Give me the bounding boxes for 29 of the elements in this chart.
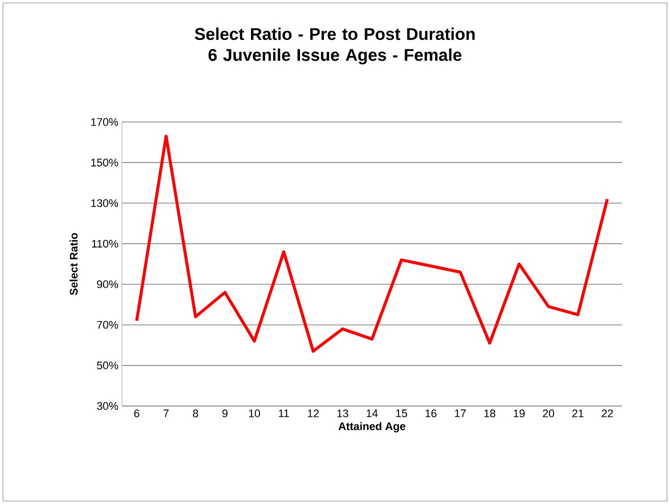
x-tick-label: 17 bbox=[454, 410, 466, 418]
x-tick-label: 13 bbox=[337, 410, 348, 418]
x-tick-label: 15 bbox=[396, 410, 408, 418]
y-tick-label: 110% bbox=[92, 240, 118, 248]
y-axis-title: Select Ratio bbox=[70, 233, 78, 296]
y-tick-label: 130% bbox=[91, 199, 118, 208]
x-tick-label: 21 bbox=[572, 410, 584, 418]
y-tick-label: 150% bbox=[91, 158, 118, 166]
x-tick-label: 12 bbox=[308, 410, 319, 418]
line-series bbox=[135, 134, 609, 353]
x-tick-label: 19 bbox=[514, 410, 525, 418]
chart-title: Select Ratio - Pre to Post Duration 6 Juvenile Issue Ages - Female bbox=[194, 28, 475, 64]
y-tick-label: 30% bbox=[96, 402, 118, 410]
x-tick-label: 7 bbox=[164, 410, 169, 418]
x-tick-label: 14 bbox=[366, 410, 378, 418]
y-tick-label: 170% bbox=[91, 118, 118, 126]
x-tick-label: 8 bbox=[192, 410, 198, 418]
y-tick-label: 70% bbox=[97, 320, 118, 329]
x-tick-label: 18 bbox=[484, 410, 496, 418]
x-axis-title: Attained Age bbox=[338, 422, 406, 432]
x-tick-label: 9 bbox=[222, 410, 228, 418]
x-tick-label: 6 bbox=[134, 410, 140, 418]
y-tick-label: 50% bbox=[96, 362, 118, 370]
y-tick-label: 90% bbox=[97, 280, 118, 288]
x-tick-label: 10 bbox=[249, 410, 260, 418]
x-tick-label: 20 bbox=[542, 410, 554, 418]
x-tick-label: 11 bbox=[278, 410, 289, 418]
x-tick-label: 16 bbox=[426, 410, 436, 418]
x-tick-label: 22 bbox=[602, 410, 613, 418]
